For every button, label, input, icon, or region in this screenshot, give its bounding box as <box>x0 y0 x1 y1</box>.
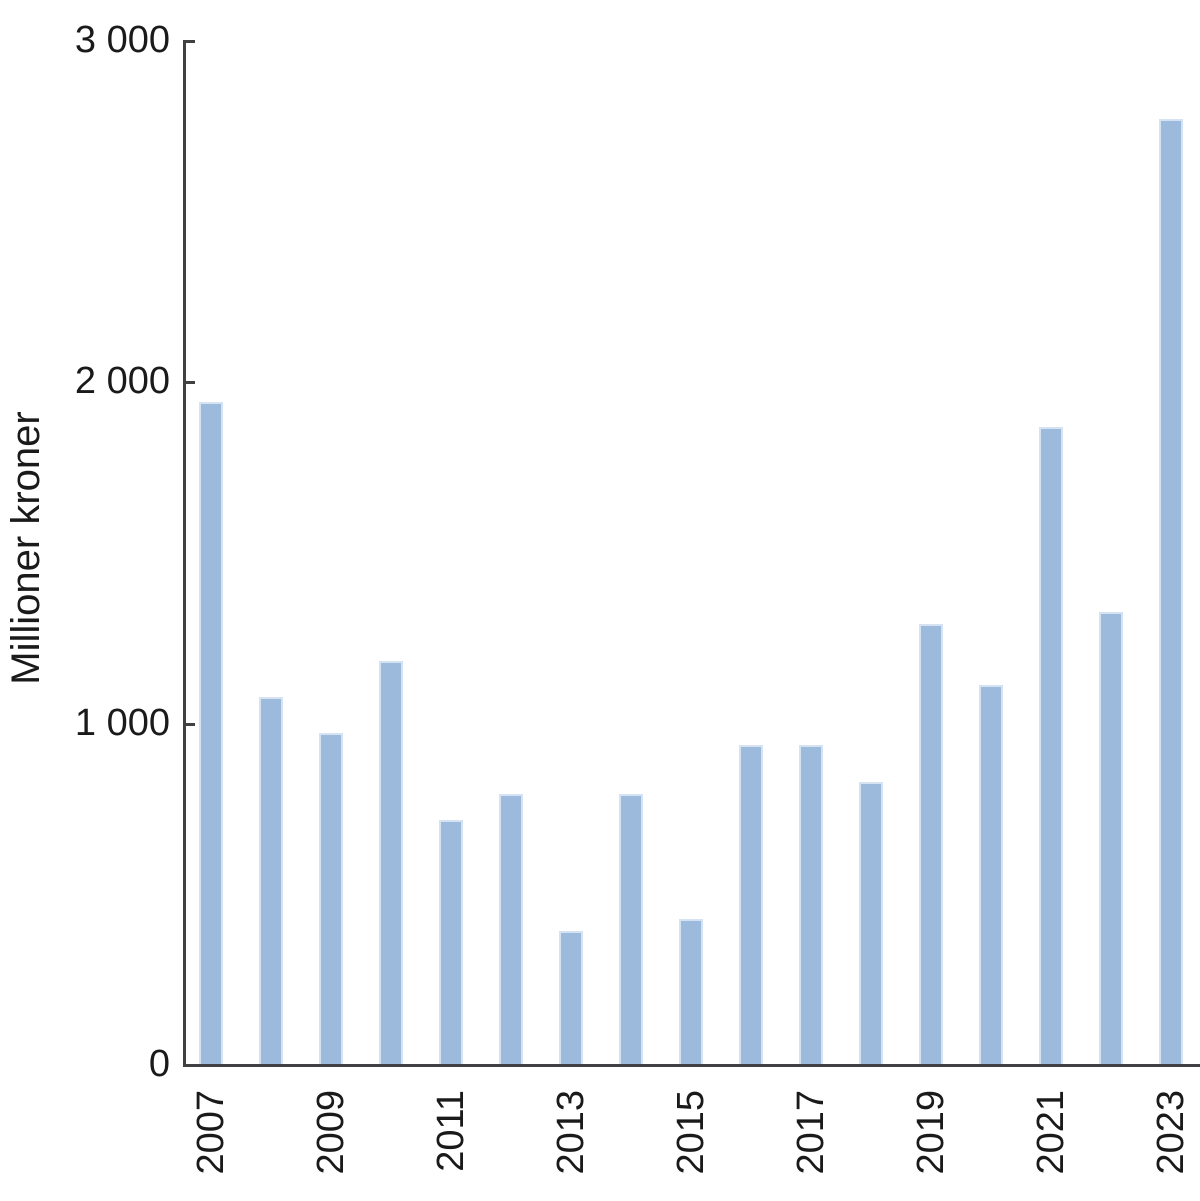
x-tick-label-2013: 2013 <box>549 1090 592 1175</box>
y-axis-title: Millioner kroner <box>4 411 48 685</box>
bar-2020 <box>979 685 1004 1064</box>
bar-2011 <box>438 820 463 1064</box>
bar-2016 <box>738 745 763 1064</box>
y-tick-mark-1000 <box>186 722 195 726</box>
x-axis-line <box>183 1064 1200 1067</box>
x-tick-label-2021: 2021 <box>1030 1090 1073 1175</box>
y-axis-line <box>183 40 186 1067</box>
y-tick-label-1000: 1 000 <box>74 701 170 744</box>
bar-2019 <box>919 624 944 1064</box>
y-tick-label-2000: 2 000 <box>74 360 170 403</box>
y-tick-label-3000: 3 000 <box>74 19 170 61</box>
x-tick-label-2015: 2015 <box>669 1090 712 1175</box>
bar-2021 <box>1039 427 1064 1064</box>
bar-2012 <box>498 794 523 1064</box>
bar-2008 <box>258 697 283 1064</box>
bar-2013 <box>558 931 583 1064</box>
y-tick-mark-3000 <box>186 40 195 43</box>
x-tick-label-2007: 2007 <box>189 1090 232 1175</box>
y-tick-label-0: 0 <box>148 1043 170 1085</box>
bar-2007 <box>198 402 223 1064</box>
plot-area <box>186 40 1200 1064</box>
bar-2018 <box>859 782 884 1064</box>
bar-2009 <box>318 733 343 1064</box>
x-tick-label-2011: 2011 <box>429 1090 472 1172</box>
bar-2010 <box>378 661 403 1064</box>
x-tick-label-2017: 2017 <box>790 1090 832 1175</box>
bar-2022 <box>1099 612 1124 1064</box>
x-tick-label-2023: 2023 <box>1150 1090 1193 1175</box>
bar-2017 <box>799 745 823 1064</box>
bar-2015 <box>678 919 703 1064</box>
y-tick-mark-2000 <box>186 381 195 385</box>
bar-2023 <box>1159 119 1184 1064</box>
x-tick-label-2019: 2019 <box>910 1090 953 1175</box>
bar-2014 <box>618 794 643 1064</box>
x-tick-label-2009: 2009 <box>309 1090 352 1175</box>
